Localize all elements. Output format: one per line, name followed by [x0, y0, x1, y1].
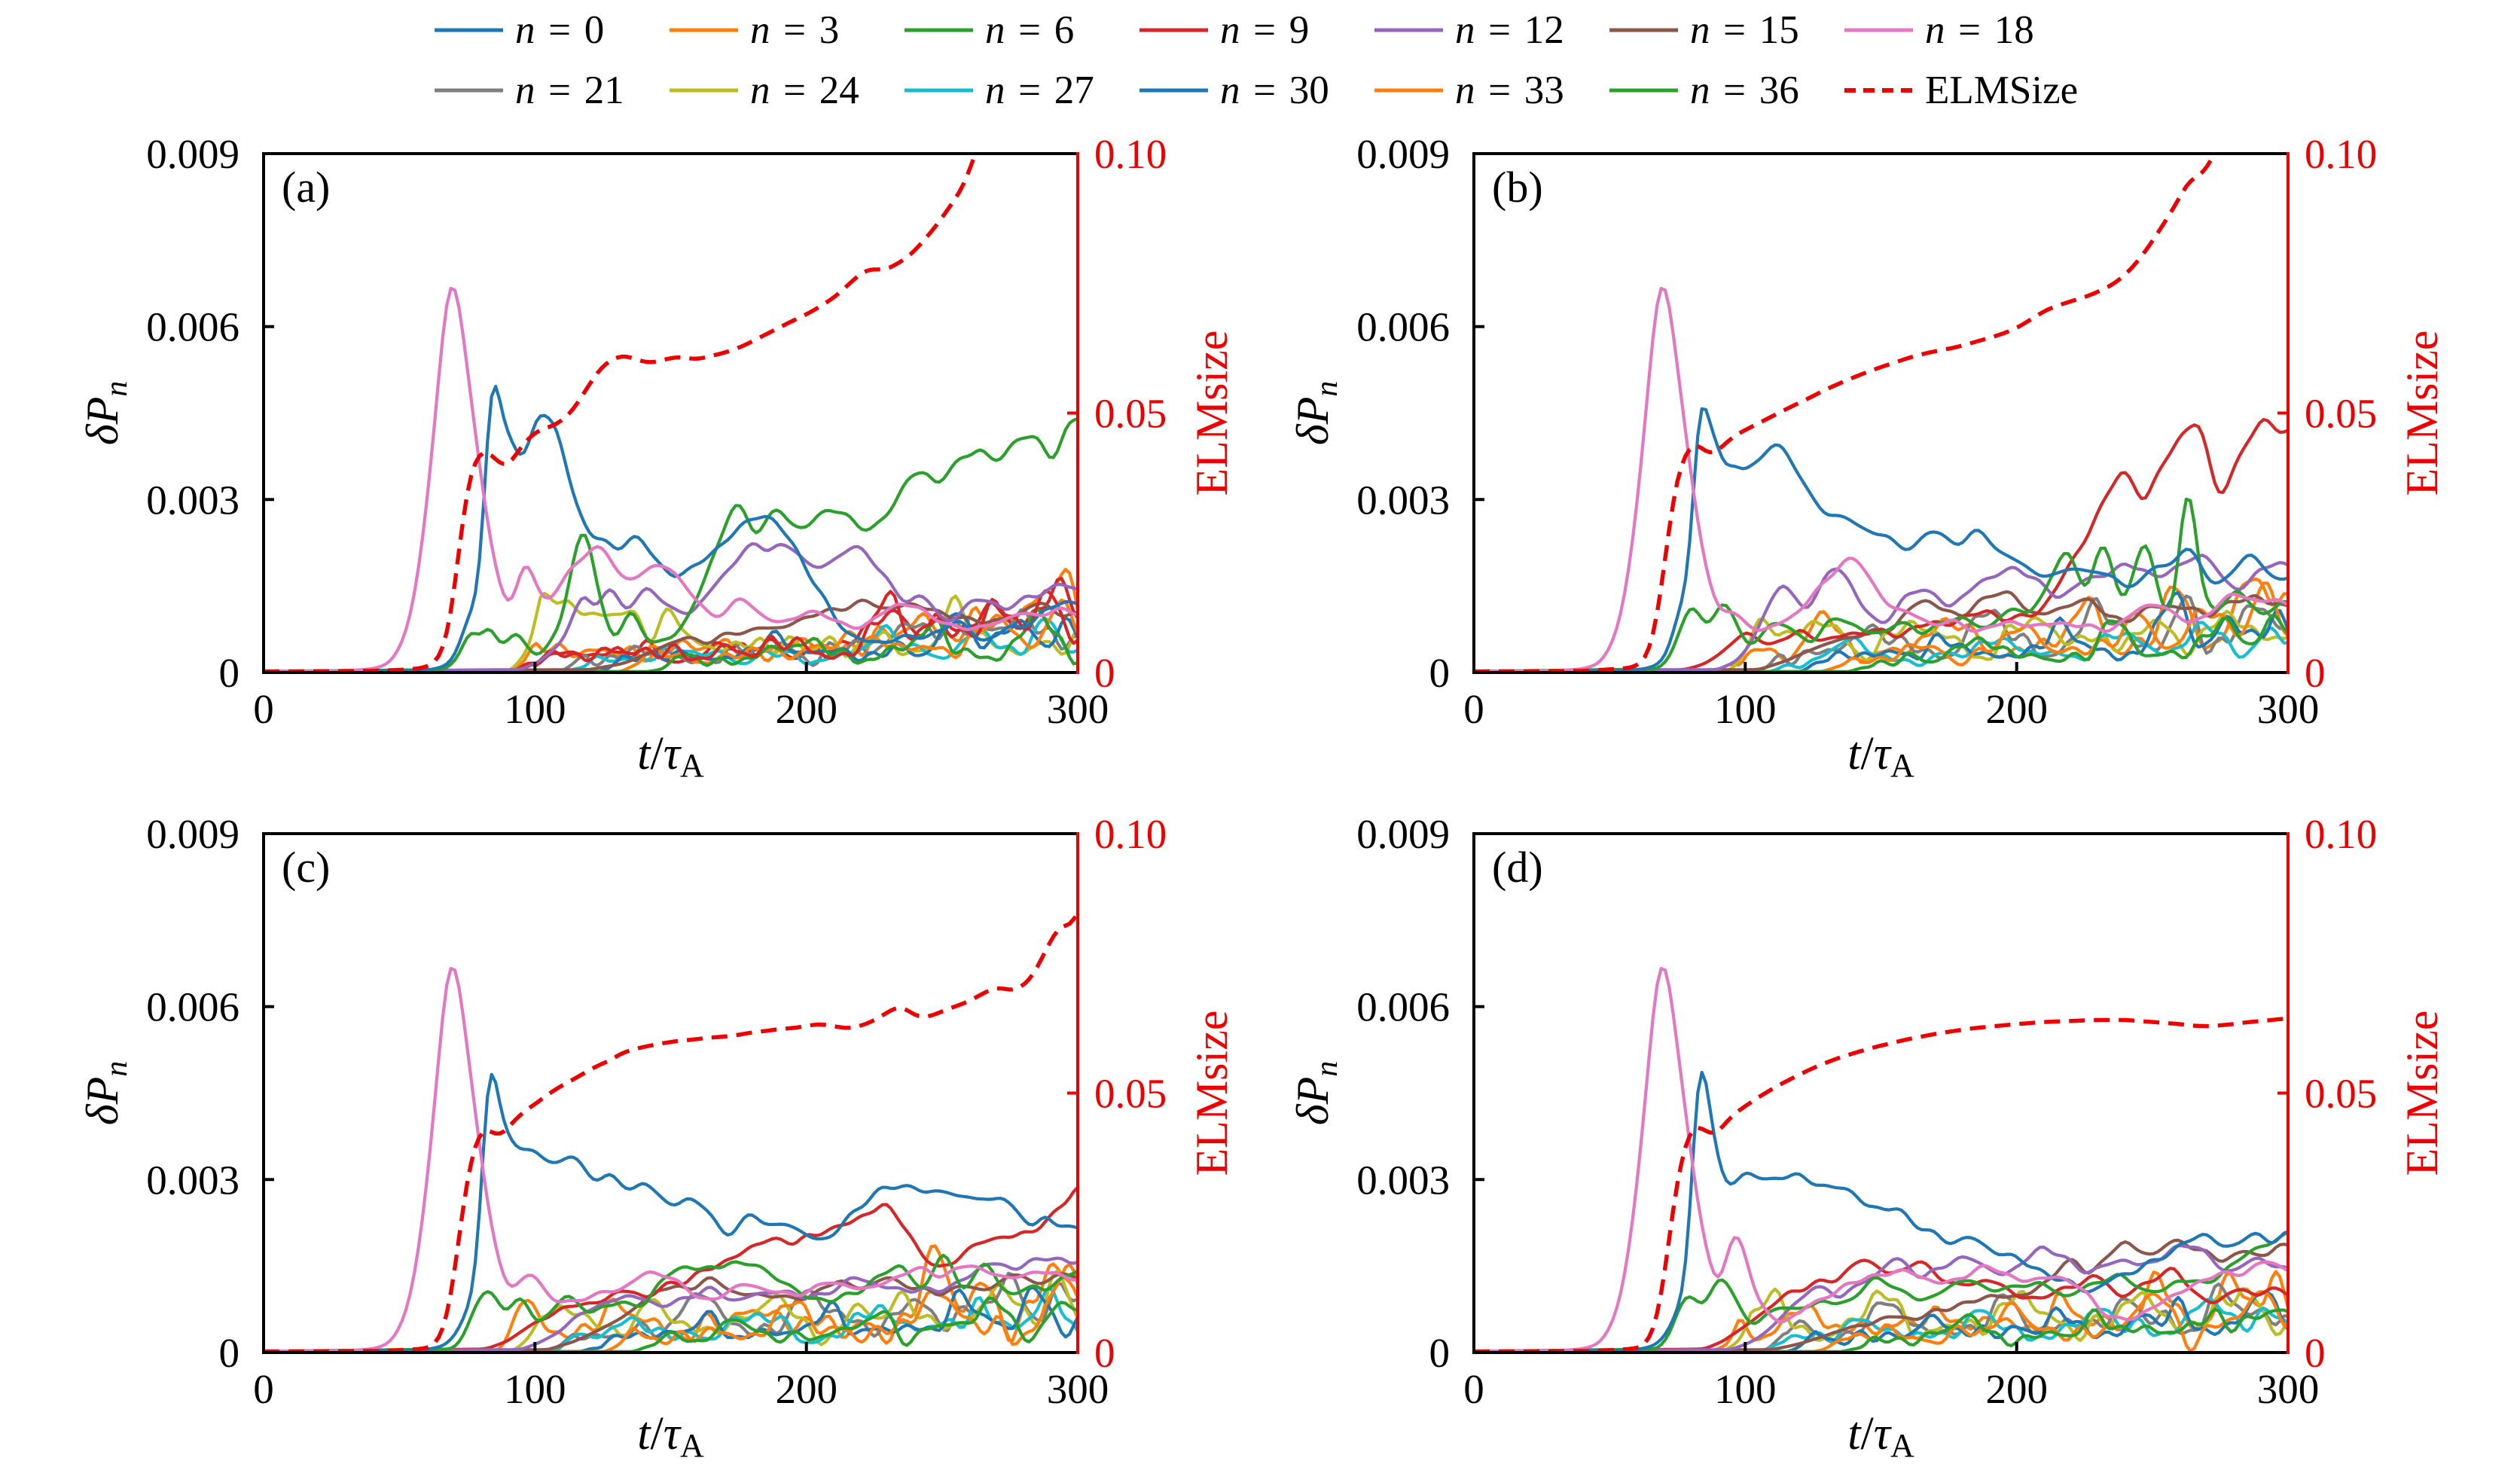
svg-text:n = 0: n = 0: [515, 8, 604, 52]
svg-text:0: 0: [253, 686, 274, 732]
svg-text:t/τA: t/τA: [1847, 728, 1914, 784]
svg-text:100: 100: [1714, 1366, 1777, 1412]
svg-text:(c): (c): [282, 843, 330, 892]
svg-text:200: 200: [1985, 686, 2048, 732]
svg-text:300: 300: [1047, 1366, 1109, 1412]
svg-text:0.009: 0.009: [1356, 811, 1450, 857]
svg-text:0.006: 0.006: [1356, 984, 1450, 1030]
svg-text:300: 300: [1047, 686, 1109, 732]
svg-text:δPn: δPn: [1288, 381, 1344, 446]
svg-text:δPn: δPn: [78, 381, 134, 446]
svg-text:n = 15: n = 15: [1690, 8, 1799, 52]
svg-text:t/τA: t/τA: [1847, 1408, 1914, 1464]
svg-text:0: 0: [1463, 1366, 1484, 1412]
svg-text:200: 200: [775, 1366, 837, 1412]
svg-text:(a): (a): [282, 163, 330, 212]
svg-text:t/τA: t/τA: [637, 1408, 704, 1464]
svg-text:0.05: 0.05: [2305, 1071, 2377, 1117]
svg-text:200: 200: [775, 686, 837, 732]
svg-text:0.10: 0.10: [1094, 131, 1167, 177]
svg-text:0.05: 0.05: [1094, 391, 1167, 437]
svg-text:n = 24: n = 24: [750, 69, 859, 112]
svg-text:n = 21: n = 21: [515, 69, 624, 112]
svg-text:n = 30: n = 30: [1220, 69, 1329, 112]
svg-text:ELMsize: ELMsize: [2397, 1011, 2447, 1176]
svg-text:200: 200: [1985, 1366, 2048, 1412]
svg-text:0.009: 0.009: [1356, 131, 1450, 177]
svg-text:0.05: 0.05: [2305, 391, 2377, 437]
svg-text:300: 300: [2257, 1366, 2320, 1412]
svg-text:0: 0: [1094, 1330, 1115, 1376]
svg-text:ELMsize: ELMsize: [2397, 331, 2447, 496]
svg-text:(d): (d): [1492, 843, 1543, 892]
svg-text:n = 36: n = 36: [1690, 69, 1799, 112]
svg-text:0.05: 0.05: [1094, 1071, 1167, 1117]
svg-text:0.003: 0.003: [1356, 477, 1450, 523]
svg-text:100: 100: [504, 1366, 566, 1412]
svg-text:0: 0: [219, 650, 240, 696]
svg-text:n = 33: n = 33: [1455, 69, 1564, 112]
svg-text:0.006: 0.006: [146, 304, 239, 350]
svg-text:0.003: 0.003: [1356, 1157, 1450, 1203]
svg-text:δPn: δPn: [78, 1061, 134, 1126]
svg-text:0: 0: [253, 1366, 274, 1412]
svg-text:0.10: 0.10: [2305, 811, 2377, 857]
svg-text:0: 0: [219, 1330, 240, 1376]
svg-text:0: 0: [2305, 1330, 2326, 1376]
svg-text:300: 300: [2257, 686, 2320, 732]
svg-text:100: 100: [504, 686, 566, 732]
svg-text:0: 0: [1094, 650, 1115, 696]
svg-text:(b): (b): [1492, 163, 1543, 212]
svg-text:t/τA: t/τA: [637, 728, 704, 784]
svg-text:0: 0: [2305, 650, 2326, 696]
svg-text:0.003: 0.003: [146, 477, 239, 523]
svg-text:ELMsize: ELMsize: [1187, 331, 1237, 496]
svg-text:ELMSize: ELMSize: [1925, 69, 2078, 112]
svg-text:n = 27: n = 27: [985, 69, 1094, 112]
svg-text:0.10: 0.10: [2305, 131, 2377, 177]
svg-text:n = 6: n = 6: [985, 8, 1074, 52]
svg-text:0.10: 0.10: [1094, 811, 1167, 857]
svg-text:0.009: 0.009: [146, 131, 239, 177]
svg-text:n = 3: n = 3: [750, 8, 839, 52]
svg-text:n = 18: n = 18: [1925, 8, 2034, 52]
svg-text:0.006: 0.006: [146, 984, 239, 1030]
svg-text:0.006: 0.006: [1356, 304, 1450, 350]
svg-text:0.003: 0.003: [146, 1157, 239, 1203]
svg-text:0: 0: [1429, 1330, 1451, 1376]
svg-text:ELMsize: ELMsize: [1187, 1011, 1237, 1176]
svg-text:100: 100: [1714, 686, 1777, 732]
svg-text:n = 12: n = 12: [1455, 8, 1564, 52]
svg-text:0.009: 0.009: [146, 811, 239, 857]
svg-text:δPn: δPn: [1288, 1061, 1344, 1126]
svg-text:0: 0: [1463, 686, 1484, 732]
svg-text:0: 0: [1429, 650, 1451, 696]
svg-text:n = 9: n = 9: [1220, 8, 1309, 52]
